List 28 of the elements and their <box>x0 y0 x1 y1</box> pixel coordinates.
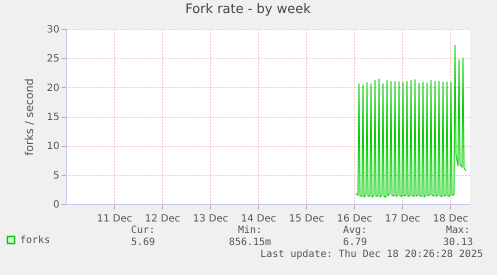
x-tick-label: 16 Dec <box>336 214 372 224</box>
text: Cur: <box>130 225 156 236</box>
y-tick-label: 30 <box>46 24 60 36</box>
text: 856.15m <box>228 237 272 248</box>
y-tick-label: 15 <box>46 112 60 123</box>
text: Min: <box>238 225 262 236</box>
legend-label: forks <box>20 235 50 246</box>
y-tick-label: 0 <box>53 200 60 210</box>
x-tick-label: 17 Dec <box>384 214 420 224</box>
x-tick-label: 14 Dec <box>240 214 276 224</box>
x-tick-label: 15 Dec <box>288 214 324 224</box>
text: 5.69 <box>130 237 156 248</box>
x-tick-label: 18 Dec <box>432 214 468 224</box>
y-tick-label: 5 <box>53 170 60 182</box>
text: Max: <box>446 225 470 236</box>
x-tick-label: 13 Dec <box>192 214 228 224</box>
line-series <box>356 44 466 198</box>
text: 6.79 <box>342 237 368 248</box>
chart-title: Fork rate - by week <box>185 2 312 17</box>
y-axis-title: forks / second <box>22 78 36 156</box>
y-tick-label: 20 <box>46 82 60 94</box>
y-tick-label: 25 <box>46 54 60 65</box>
x-tick-label: 12 Dec <box>144 214 180 224</box>
text: Last update: Thu Dec 18 20:26:28 2025 <box>260 249 483 260</box>
x-tick-label: 11 Dec <box>96 214 132 224</box>
y-tick-label: 10 <box>46 141 60 152</box>
text: Avg: <box>342 225 368 236</box>
text: 30.13 <box>442 237 474 248</box>
